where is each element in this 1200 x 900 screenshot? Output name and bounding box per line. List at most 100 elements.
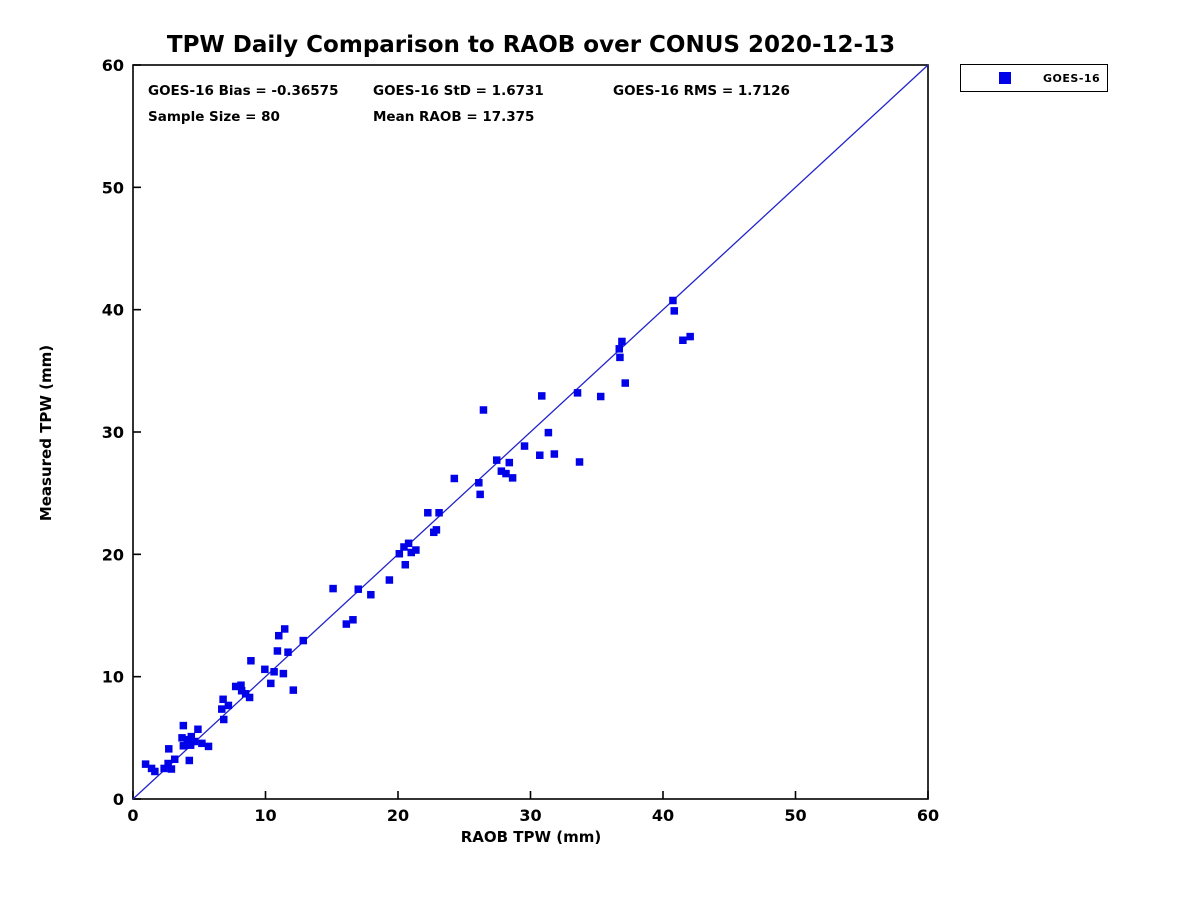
scatter-point [573, 389, 582, 397]
scatter-point [329, 584, 337, 593]
scatter-point [497, 467, 506, 475]
scatter-point [385, 576, 394, 584]
scatter-point [435, 508, 443, 517]
scatter-point [475, 479, 483, 487]
scatter-point [179, 742, 188, 750]
scatter-point [186, 741, 195, 749]
scatter-point [538, 392, 546, 400]
scatter-point [349, 616, 357, 624]
stat-bias: GOES-16 Bias = -0.36575 [148, 83, 339, 99]
scatter-point [185, 756, 194, 765]
scatter-point [187, 732, 196, 741]
scatter-point [160, 764, 168, 773]
scatter-point [237, 681, 245, 689]
y-axis-label: Measured TPW (mm) [37, 344, 55, 522]
scatter-point [179, 721, 188, 730]
y-tick-label: 30 [102, 423, 124, 442]
x-tick-label: 20 [387, 806, 409, 825]
x-axis-label: RAOB TPW (mm) [460, 828, 602, 846]
scatter-point [342, 620, 351, 628]
scatter-point [621, 379, 629, 387]
legend-label: GOES-16 [1043, 71, 1101, 85]
scatter-point [237, 686, 246, 695]
scatter-point [241, 690, 250, 698]
x-tick-label: 10 [254, 806, 276, 825]
scatter-point [261, 665, 269, 674]
y-tick-label: 40 [102, 301, 124, 320]
scatter-point [618, 337, 626, 346]
scatter-point [165, 745, 173, 753]
scatter-point [508, 474, 517, 482]
scatter-point [686, 332, 694, 341]
scatter-point [520, 442, 529, 450]
scatter-point [231, 682, 240, 691]
scatter-point [544, 428, 553, 437]
scatter-point [280, 625, 289, 633]
scatter-point [412, 546, 420, 554]
scatter-point [404, 539, 413, 548]
scatter-point [669, 296, 677, 305]
y-tick-label: 20 [102, 545, 124, 564]
scatter-point [198, 739, 206, 748]
scatter-point [401, 560, 410, 569]
x-tick-label: 40 [652, 806, 674, 825]
scatter-point [167, 765, 176, 773]
scatter-point [275, 631, 283, 640]
scatter-point [479, 406, 488, 414]
y-tick-label: 50 [102, 178, 124, 197]
scatter-point [224, 701, 233, 710]
scatter-point [220, 715, 228, 724]
scatter-point [178, 734, 186, 742]
scatter-point [395, 549, 404, 558]
scatter-point [575, 458, 584, 466]
scatter-point [204, 742, 213, 751]
stat-rms: GOES-16 RMS = 1.7126 [613, 83, 790, 99]
scatter-point [247, 657, 255, 665]
x-tick-label: 0 [127, 806, 138, 825]
stat-mean-raob: Mean RAOB = 17.375 [373, 109, 535, 125]
scatter-point [407, 548, 415, 557]
x-tick-label: 60 [917, 806, 939, 825]
scatter-point [284, 648, 292, 656]
scatter-point [502, 469, 510, 478]
scatter-point [279, 669, 288, 678]
scatter-point [367, 590, 375, 599]
scatter-point [536, 451, 544, 459]
scatter-point [267, 679, 275, 688]
scatter-point [679, 336, 687, 344]
y-tick-label: 60 [102, 56, 124, 75]
scatter-point [596, 392, 605, 401]
scatter-point [270, 668, 278, 676]
scatter-point [670, 307, 679, 315]
scatter-point [616, 353, 624, 362]
legend-marker-square [999, 72, 1011, 84]
scatter-point [299, 636, 308, 645]
y-tick-label: 10 [102, 668, 124, 687]
identity-line [132, 64, 929, 800]
scatter-point [354, 585, 362, 593]
scatter-point [151, 767, 159, 776]
scatter-point [170, 755, 179, 763]
scatter-point [194, 725, 202, 734]
scatter-point [450, 474, 459, 483]
scatter-point [476, 490, 484, 499]
scatter-point [505, 458, 514, 467]
scatter-point [219, 695, 227, 704]
legend: GOES-16 [960, 64, 1108, 92]
scatter-point [141, 760, 150, 768]
stat-sample-size: Sample Size = 80 [148, 109, 280, 125]
y-tick-label: 0 [113, 790, 124, 809]
scatter-point [615, 345, 624, 353]
scatter-point [164, 759, 172, 768]
scatter-point [424, 508, 432, 517]
x-tick-label: 30 [519, 806, 541, 825]
scatter-point [492, 456, 501, 464]
x-tick-label: 50 [784, 806, 806, 825]
scatter-point [400, 543, 408, 551]
stat-std: GOES-16 StD = 1.6731 [373, 83, 544, 99]
scatter-point [245, 693, 254, 702]
scatter-point [190, 737, 199, 746]
scatter-point [273, 647, 282, 655]
